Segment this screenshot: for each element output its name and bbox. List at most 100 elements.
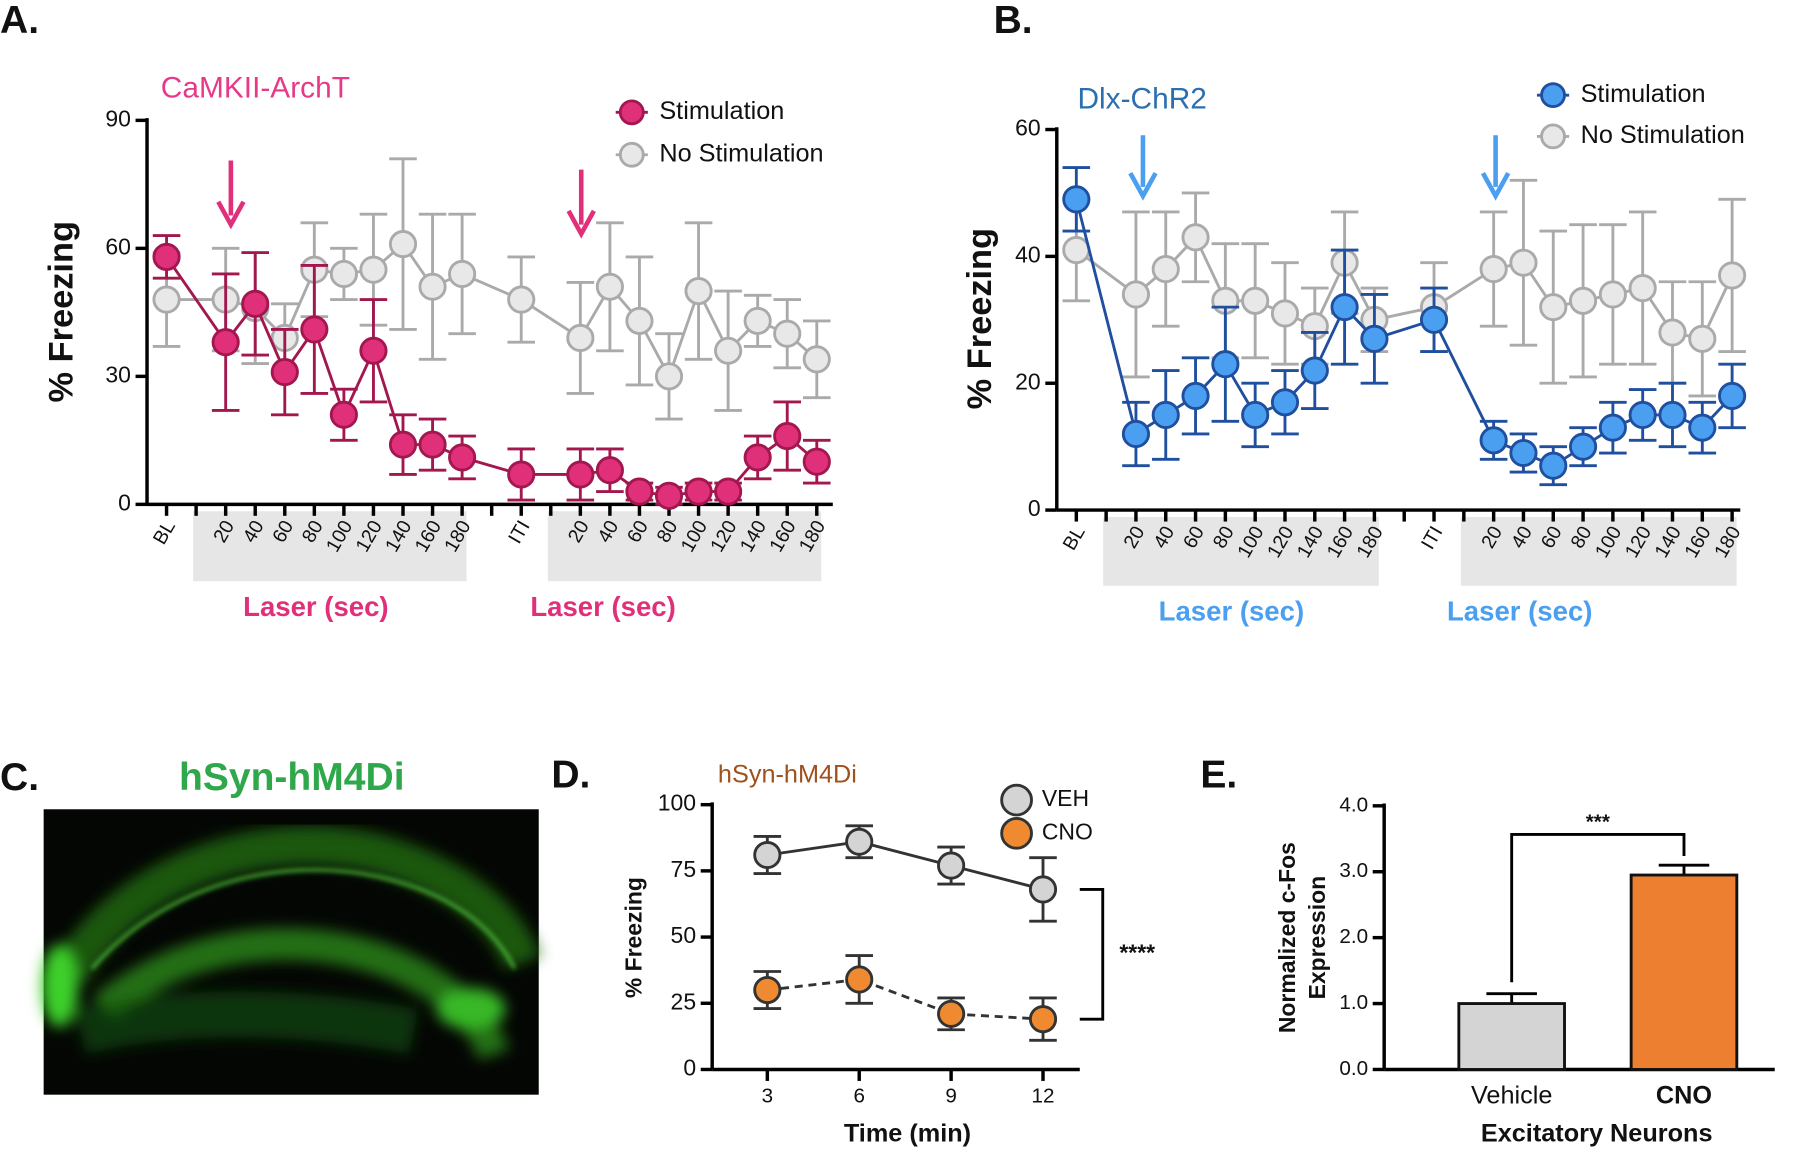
data-point [1568, 432, 1598, 461]
data-point [1658, 400, 1687, 429]
image-title: hSyn-hM4Di [179, 756, 405, 799]
arrows [216, 135, 1511, 239]
data-point [625, 477, 654, 506]
x-tick-label: ITI [1417, 523, 1447, 554]
data-point [714, 336, 743, 365]
y-tick-label: 4.0 [1339, 793, 1368, 816]
data-point [1241, 400, 1270, 429]
data-point [211, 328, 240, 357]
y-tick-label: 0.0 [1339, 1057, 1368, 1080]
y-tick-label: 0 [118, 489, 131, 515]
data-point [152, 242, 181, 271]
series-line [767, 840, 1044, 891]
data-point [152, 285, 181, 314]
data-point [802, 345, 831, 374]
chart-title: hSyn-hM4Di [718, 761, 857, 789]
data-point [1539, 293, 1568, 322]
legend-marker [618, 141, 645, 168]
data-point [1062, 235, 1091, 265]
y-axis-label: Expression [1304, 876, 1330, 1000]
y-axis-label: % Freezing [961, 228, 999, 409]
data-point [1628, 400, 1657, 429]
data-point [684, 477, 713, 506]
data-point [1028, 875, 1058, 904]
data-point [743, 306, 772, 335]
chart-title: CaMKII-ArchT [161, 71, 350, 104]
significance-label: **** [1119, 939, 1155, 965]
data-point [753, 840, 782, 870]
y-tick-label: 90 [105, 105, 131, 131]
x-tick-label: BL [149, 517, 180, 549]
y-tick-label: 75 [671, 856, 697, 882]
data-point [388, 430, 418, 459]
x-tick-label: 6 [853, 1084, 864, 1107]
error-bar [1658, 863, 1710, 876]
x-axis-label: Excitatory Neurons [1481, 1119, 1713, 1147]
y-axis-label: Normalized c-Fos [1274, 842, 1300, 1033]
x-tick-label: ITI [504, 517, 534, 548]
data-point [773, 319, 802, 348]
shaded-band [193, 511, 467, 582]
y-tick-label: 60 [105, 233, 131, 259]
data-point [1479, 255, 1508, 284]
data-point [241, 289, 270, 318]
data-point [625, 306, 654, 335]
y-tick-label: 30 [105, 361, 131, 387]
data-point [1688, 413, 1717, 442]
x-tick-label: Vehicle [1471, 1082, 1552, 1110]
data-point [1211, 350, 1240, 379]
y-tick-label: 0 [683, 1055, 696, 1081]
shaded-band [1103, 516, 1379, 586]
data-point [1270, 388, 1300, 417]
laser-label: Laser (sec) [530, 591, 675, 622]
microscopy-image [41, 809, 541, 1095]
data-point [654, 481, 684, 510]
data-point [1062, 185, 1091, 214]
data-point [1688, 324, 1717, 353]
data-point [1598, 280, 1627, 309]
y-tick-label: 1.0 [1339, 991, 1368, 1014]
x-tick-label: 9 [945, 1084, 956, 1107]
data-point [329, 400, 358, 429]
panel-letter: E. [1200, 754, 1237, 797]
data-point [937, 851, 966, 880]
bar [1457, 1002, 1566, 1071]
y-axis-label: % Freezing [620, 877, 646, 998]
data-point [743, 443, 772, 472]
data-point [300, 315, 329, 344]
data-point [1658, 318, 1687, 347]
significance-bracket [1510, 833, 1686, 983]
y-tick-label: 2.0 [1339, 925, 1368, 948]
data-point [1300, 356, 1329, 385]
legend-label: VEH [1042, 785, 1089, 811]
x-tick-label: 12 [1032, 1084, 1055, 1107]
data-point [1028, 1005, 1058, 1034]
y-tick-label: 100 [658, 790, 696, 816]
legend-marker [1540, 123, 1566, 150]
shaded-band [547, 511, 822, 582]
y-tick-label: 0 [1028, 495, 1041, 521]
panel-letter: C. [0, 756, 39, 799]
panel-letter: A. [0, 0, 39, 42]
data-point [566, 460, 595, 489]
series-line [767, 977, 1044, 1021]
data-point [845, 827, 874, 856]
data-point [418, 430, 447, 459]
y-tick-label: 60 [1015, 115, 1041, 141]
data-point [1270, 299, 1300, 328]
data-point [448, 443, 477, 472]
data-point [1241, 286, 1270, 315]
data-point [1121, 419, 1151, 449]
data-point [802, 447, 831, 476]
data-point [1151, 255, 1180, 284]
data-point [1509, 438, 1538, 468]
data-point [507, 460, 536, 489]
data-point [714, 477, 743, 506]
data-point [1360, 324, 1389, 353]
data-point [270, 358, 299, 387]
x-axis-label: Time (min) [844, 1119, 971, 1147]
laser-label: Laser (sec) [1447, 596, 1592, 627]
series-line [165, 256, 818, 498]
data-point [595, 456, 624, 485]
